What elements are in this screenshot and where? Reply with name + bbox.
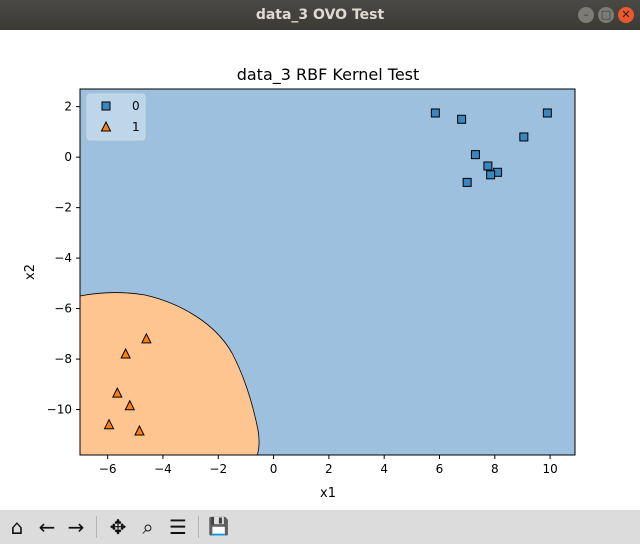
class1-point <box>124 399 136 411</box>
x-tick-label: −2 <box>209 462 227 476</box>
x-tick-label: 8 <box>491 462 499 476</box>
chart: data_3 RBF Kernel Test −6 −4 −2 0 2 4 6 8 10 20−… <box>23 65 576 501</box>
y-tick-label: 2 <box>64 100 72 114</box>
class0-point <box>519 132 529 142</box>
y-tick-label: −4 <box>54 251 72 265</box>
chart-title: data_3 RBF Kernel Test <box>237 65 420 85</box>
matplotlib-toolbar: ⌂ ← → ✥ ⌕ ☰ 💾 <box>0 510 640 544</box>
legend-label-1: 1 <box>132 120 140 134</box>
configure-subplots-icon[interactable]: ☰ <box>169 515 187 539</box>
window-titlebar: data_3 OVO Test – □ ✕ <box>0 0 640 30</box>
class0-point <box>483 161 493 171</box>
x-tick-label: −6 <box>99 462 117 476</box>
x-tick-label: 2 <box>325 462 333 476</box>
plot-frame <box>79 88 576 456</box>
close-button[interactable]: ✕ <box>618 7 634 23</box>
x-tick-label: 0 <box>270 462 278 476</box>
class0-point <box>542 108 552 118</box>
class1-point <box>112 387 123 398</box>
class1-point <box>141 332 152 344</box>
toolbar-separator <box>198 516 199 538</box>
x-tick-label: 10 <box>542 462 557 476</box>
class1-point <box>120 347 131 359</box>
class0-point <box>430 108 440 118</box>
y-tick-label: 0 <box>64 150 72 164</box>
class0-point <box>470 150 480 160</box>
toolbar-separator <box>96 516 97 538</box>
class0-point <box>457 114 467 124</box>
legend: 01 <box>86 93 146 141</box>
zoom-icon[interactable]: ⌕ <box>142 515 154 539</box>
forward-arrow-icon[interactable]: → <box>67 515 85 539</box>
minimize-button[interactable]: – <box>578 7 594 23</box>
y-tick-label: −8 <box>54 352 72 366</box>
y-tick-label: −10 <box>47 403 72 417</box>
legend-marker-1 <box>100 120 112 132</box>
class1-point <box>134 424 145 436</box>
x-axis-label: x1 <box>320 486 336 501</box>
y-tick-label: −2 <box>54 201 72 215</box>
class0-point <box>462 177 472 187</box>
window-title: data_3 OVO Test <box>255 7 385 23</box>
back-arrow-icon[interactable]: ← <box>38 515 56 539</box>
maximize-button[interactable]: □ <box>598 7 614 23</box>
class1-region <box>80 292 260 455</box>
x-tick-label: 6 <box>436 462 444 476</box>
x-tick-label: −4 <box>154 462 172 476</box>
class1-point <box>103 418 115 430</box>
save-icon[interactable]: 💾 <box>208 517 230 537</box>
y-tick-label: −6 <box>54 302 72 316</box>
legend-marker-0 <box>101 101 111 111</box>
home-icon[interactable]: ⌂ <box>10 515 24 539</box>
legend-label-0: 0 <box>132 99 140 113</box>
class0-point <box>486 170 496 180</box>
y-axis-label: x2 <box>23 264 38 280</box>
pan-icon[interactable]: ✥ <box>109 515 127 539</box>
figure-canvas: data_3 RBF Kernel Test −6 −4 −2 0 2 4 6 8 10 2 0−… <box>0 30 640 510</box>
x-tick-label: 4 <box>380 462 388 476</box>
